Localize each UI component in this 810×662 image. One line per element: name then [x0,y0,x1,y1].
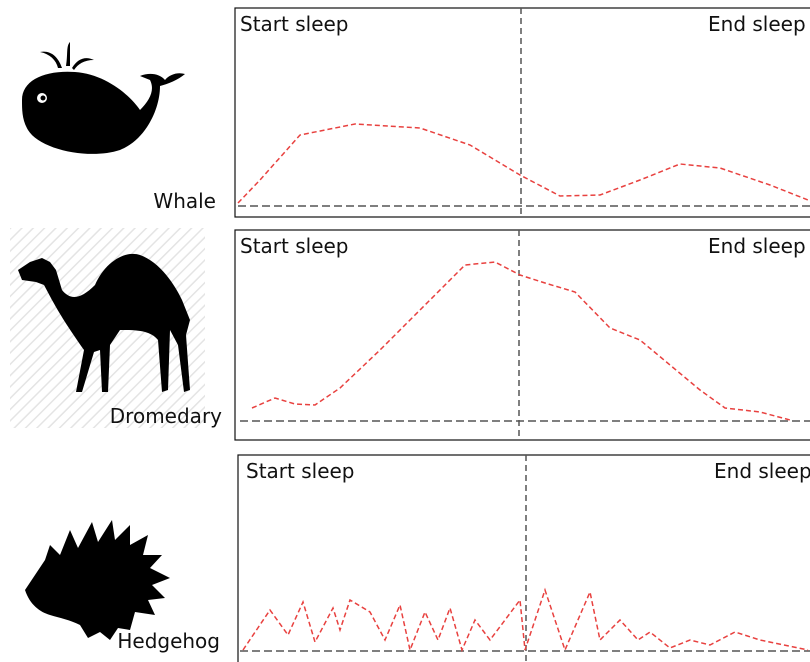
panel-frame [238,455,810,662]
start-label: Start sleep [240,12,349,36]
panel-dromedary: Dromedary Start sleep End sleep [10,228,810,440]
start-label: Start sleep [246,459,355,483]
sleep-curve [238,124,808,203]
panel-hedgehog: Hedgehog Start sleep End sleep [25,455,810,662]
end-label: End sleep [708,12,806,36]
panel-whale: Whale Start sleep End sleep [22,8,810,217]
figure: Whale Start sleep End sleep Dromedary St… [0,0,810,662]
end-label: End sleep [708,234,806,258]
end-label: End sleep [714,459,810,483]
animal-label: Whale [153,189,216,213]
animal-label: Hedgehog [117,629,220,653]
start-label: Start sleep [240,234,349,258]
panel-frame [235,230,810,440]
sleep-curve [252,262,790,420]
animal-label: Dromedary [110,404,222,428]
panel-frame [235,8,810,217]
whale-pupil [41,96,46,101]
hedgehog-icon [25,520,170,640]
